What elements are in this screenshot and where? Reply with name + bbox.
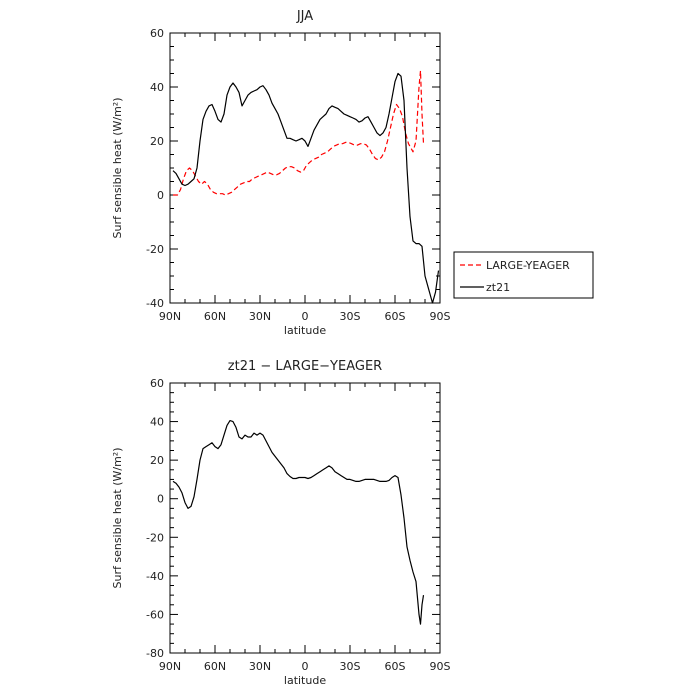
x-tick-label: 90N xyxy=(159,310,181,323)
series-line-zt21-large-yeager xyxy=(172,420,425,625)
y-tick-label: 60 xyxy=(150,377,164,390)
y-tick-label: -40 xyxy=(146,297,164,310)
series-line-large-yeager xyxy=(173,70,425,196)
x-axis-label: latitude xyxy=(284,674,326,687)
legend-label: LARGE-YEAGER xyxy=(486,259,570,272)
x-tick-label: 90S xyxy=(430,660,451,673)
x-tick-label: 30S xyxy=(340,310,361,323)
x-tick-label: 60S xyxy=(385,310,406,323)
y-tick-label: 20 xyxy=(150,135,164,148)
y-tick-label: 40 xyxy=(150,416,164,429)
x-tick-label: 30N xyxy=(249,310,271,323)
y-tick-label: 60 xyxy=(150,27,164,40)
x-tick-label: 60N xyxy=(204,310,226,323)
x-tick-label: 0 xyxy=(302,310,309,323)
chart-title: zt21 − LARGE−YEAGER xyxy=(228,359,382,374)
y-axis-label: Surf sensible heat (W/m²) xyxy=(111,448,124,589)
x-tick-label: 90S xyxy=(430,310,451,323)
series-line-zt21 xyxy=(172,72,440,304)
x-tick-label: 30N xyxy=(249,660,271,673)
top-panel: JJA 90N 60N 30N 0 30S 60S 90S -40 -20 0 20 40 60 latit… xyxy=(111,9,451,337)
x-tick-label: 0 xyxy=(302,660,309,673)
y-axis-label: Surf sensible heat (W/m²) xyxy=(111,98,124,239)
legend: LARGE-YEAGER zt21 xyxy=(453,251,594,299)
y-tick-label: 20 xyxy=(150,454,164,467)
bottom-panel: zt21 − LARGE−YEAGER 90N 60N 30N 0 30S 60S 90S -8… xyxy=(111,359,451,687)
y-tick-label: -20 xyxy=(146,531,164,544)
legend-box xyxy=(453,251,594,299)
y-tick-label: -40 xyxy=(146,570,164,583)
x-tick-label: 60N xyxy=(204,660,226,673)
x-axis-label: latitude xyxy=(284,324,326,337)
x-tick-label: 30S xyxy=(340,660,361,673)
y-tick-label: 40 xyxy=(150,81,164,94)
y-tick-label: -60 xyxy=(146,608,164,621)
legend-label: zt21 xyxy=(486,281,510,294)
plot-frame xyxy=(169,382,441,654)
y-tick-label: 0 xyxy=(157,493,164,506)
y-tick-label: 0 xyxy=(157,189,164,202)
x-tick-label: 60S xyxy=(385,660,406,673)
chart-title: JJA xyxy=(296,9,313,24)
y-tick-label: -80 xyxy=(146,647,164,660)
y-tick-label: -20 xyxy=(146,243,164,256)
x-tick-label: 90N xyxy=(159,660,181,673)
